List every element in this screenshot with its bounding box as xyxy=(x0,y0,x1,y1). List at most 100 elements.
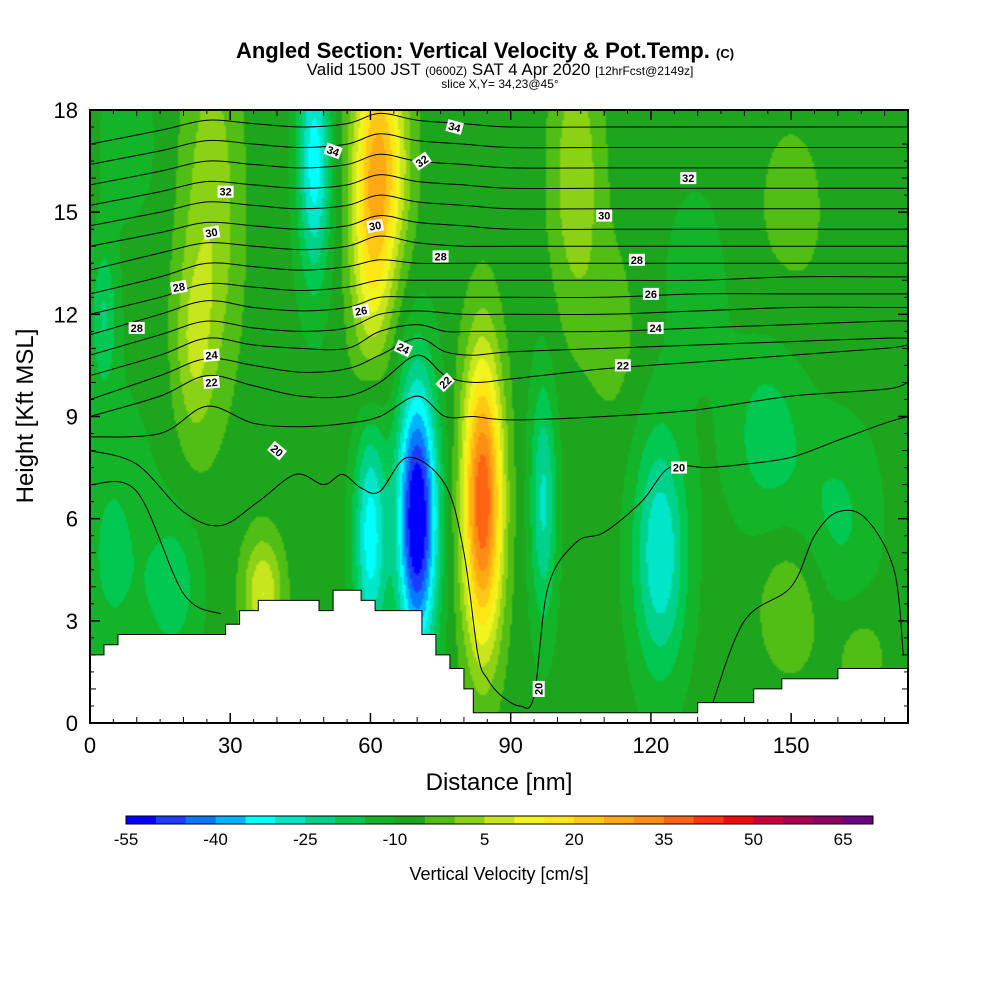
isentrope-label-text: 20 xyxy=(534,683,546,695)
x-tick-label: 90 xyxy=(498,733,522,758)
isentrope-label: 22 xyxy=(614,359,631,372)
isentrope-label: 30 xyxy=(596,209,613,223)
y-axis-label: Height [Kft MSL] xyxy=(12,329,39,504)
isentrope-label-text: 24 xyxy=(649,323,662,335)
isentrope-label-bg xyxy=(169,279,188,295)
isentrope-line xyxy=(90,344,908,417)
y-tick-label: 15 xyxy=(54,200,78,225)
isentrope-line xyxy=(90,112,908,145)
colorbar-swatch xyxy=(574,816,605,824)
colorbar-swatch xyxy=(604,816,635,824)
isentrope-label: 24 xyxy=(647,322,664,335)
terrain xyxy=(89,589,909,724)
chart-title-unit: (C) xyxy=(716,46,734,61)
isentrope-label-text: 34 xyxy=(447,121,463,136)
isentrope-label-bg xyxy=(202,225,221,240)
colorbar-tick-label: 50 xyxy=(744,830,763,849)
isentrope-label: 34 xyxy=(445,119,464,136)
isentrope-label-bg xyxy=(628,253,645,266)
isentrope-line xyxy=(90,153,908,186)
isentrope-label-bg xyxy=(614,359,631,372)
isentrope-label-text: 28 xyxy=(131,323,143,335)
colorbar-tick-label: 5 xyxy=(480,830,489,849)
isentrope-label-text: 34 xyxy=(325,144,341,160)
isentrope-label: 24 xyxy=(393,339,413,358)
x-tick-label: 150 xyxy=(773,733,810,758)
isentrope-label-text: 28 xyxy=(172,281,186,295)
isentrope-label: 28 xyxy=(432,250,449,263)
subtitle-valid: Valid 1500 JST xyxy=(307,60,421,79)
isentrope-label: 30 xyxy=(202,225,221,241)
isentrope-label: 34 xyxy=(323,142,343,160)
subtitle-utc: (0600Z) xyxy=(425,64,467,78)
colorbar-swatch xyxy=(663,816,695,824)
y-tick-label: 12 xyxy=(54,302,78,327)
isentrope-label-bg xyxy=(680,172,697,185)
x-tick-label: 0 xyxy=(84,733,96,758)
chart-subtitle: Valid 1500 JST (0600Z) SAT 4 Apr 2020 [1… xyxy=(307,60,694,79)
x-tick-label: 120 xyxy=(633,733,670,758)
colorbar-swatch xyxy=(484,816,515,824)
isentrope-label: 28 xyxy=(128,322,145,335)
colorbar-swatch xyxy=(275,816,306,824)
isentrope-line xyxy=(90,276,908,315)
colorbar-swatch xyxy=(544,816,575,824)
isentrope-line xyxy=(90,320,908,377)
isentrope-line xyxy=(90,293,908,336)
isentrope-label-text: 32 xyxy=(414,153,431,170)
isentrope-label-text: 30 xyxy=(368,220,382,234)
isentrope-label-text: 32 xyxy=(219,187,231,199)
isentrope-label-text: 22 xyxy=(205,377,218,390)
isentrope-line xyxy=(711,509,904,707)
isentrope-label-bg xyxy=(435,372,456,393)
isentrope-label: 24 xyxy=(203,348,220,363)
x-tick-label: 30 xyxy=(218,733,242,758)
isentrope-label-bg xyxy=(203,375,220,390)
colorbar-swatch xyxy=(215,816,246,824)
colorbar-swatch xyxy=(723,816,754,824)
isentrope-label-bg xyxy=(647,322,664,334)
colorbar-swatch xyxy=(424,816,456,824)
isentrope-label: 26 xyxy=(642,287,659,301)
isentrope-label-text: 26 xyxy=(354,305,368,319)
colorbar-swatch xyxy=(454,816,485,824)
isentrope-label-bg xyxy=(323,142,343,160)
colorbar-swatch xyxy=(394,816,426,824)
colorbar-swatch xyxy=(813,816,844,824)
isentrope-label-bg xyxy=(671,461,687,474)
isentrope-contours xyxy=(90,112,908,709)
isentrope-label: 20 xyxy=(671,461,687,475)
colorbar-tick-label: -10 xyxy=(383,830,408,849)
isentrope-line xyxy=(90,235,908,271)
x-tick-label: 60 xyxy=(358,733,382,758)
colorbar-swatch xyxy=(335,816,366,824)
isentrope-line xyxy=(90,194,908,227)
x-axis: 0 30 60 90 120 150 xyxy=(84,110,886,758)
isentrope-line xyxy=(90,215,908,247)
isentrope-label: 20 xyxy=(532,680,546,697)
isentrope-label: 26 xyxy=(352,303,371,319)
isentrope-label-text: 30 xyxy=(205,227,219,241)
colorbar-frame xyxy=(125,815,874,825)
isentrope-label-bg xyxy=(432,250,449,263)
colorbar-swatch xyxy=(783,816,814,824)
colorbar-swatch xyxy=(753,816,784,824)
isentrope-label-text: 26 xyxy=(645,289,657,301)
isentrope-label: 22 xyxy=(203,375,220,390)
colorbar-swatch xyxy=(365,816,396,824)
isentrope-label-bg xyxy=(267,440,287,461)
isentrope-label-bg xyxy=(393,339,413,358)
colorbar-title: Vertical Velocity [cm/s] xyxy=(409,864,588,884)
isentrope-label-text: 28 xyxy=(434,251,446,263)
isentrope-line xyxy=(90,133,908,165)
isentrope-label-bg xyxy=(596,209,613,222)
isentrope-line xyxy=(90,259,908,295)
isentrope-label-text: 28 xyxy=(631,255,643,267)
isentrope-label: 32 xyxy=(217,185,234,199)
colorbar-swatch xyxy=(633,816,665,824)
colorbar-swatch xyxy=(155,816,187,824)
colorbar-swatch xyxy=(245,816,276,824)
colorbar-swatch xyxy=(305,816,336,824)
isentrope-line xyxy=(90,337,908,400)
